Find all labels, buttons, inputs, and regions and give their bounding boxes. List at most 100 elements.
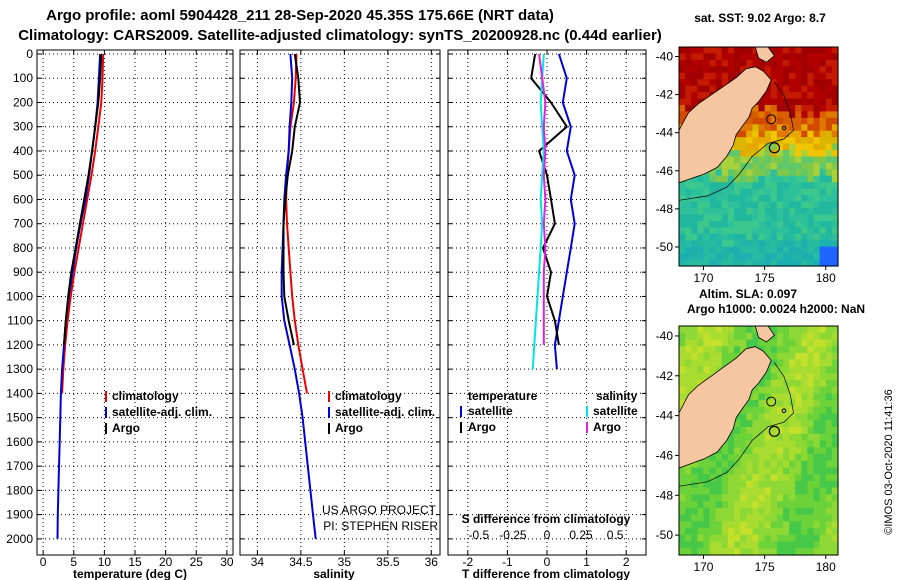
sla-map-cell [831, 433, 839, 442]
sla-map-cell [721, 514, 729, 522]
sst-map-cell [782, 259, 790, 267]
sla-map-cell [807, 346, 815, 354]
sla-map-cell [752, 460, 760, 469]
sla-map-cell [764, 433, 772, 442]
sla-map-cell [813, 379, 821, 388]
sla-map-cell [715, 460, 723, 469]
sst-map-cell [825, 195, 833, 203]
sst-map-cell [758, 188, 766, 196]
sla-map-cell [789, 420, 796, 428]
sla-map-cell [715, 447, 723, 455]
sla-map-cell [740, 346, 747, 354]
sst-map-cell [679, 66, 686, 74]
sla-map-cell [782, 453, 790, 462]
sst-map-cell [691, 220, 698, 228]
sst-map-cell [807, 150, 815, 158]
sst-map-cell [721, 240, 729, 248]
sla-map-cell [782, 474, 790, 482]
sla-map-cell [807, 447, 815, 455]
sst-map-cell [752, 188, 760, 196]
sst-map-cell [740, 253, 747, 261]
sla-map-cell [801, 339, 809, 347]
sla-map-cell [782, 460, 790, 469]
sla-map-cell [770, 373, 778, 381]
sst-map-cell [746, 175, 753, 183]
sst-map-cell [715, 233, 723, 241]
sst-map-cell [758, 195, 766, 203]
sst-map-cell [727, 246, 735, 254]
sla-map-cell [679, 386, 686, 394]
sst-map-cell [715, 53, 723, 61]
sst-map-cell [825, 220, 833, 228]
sst-map-cell [795, 137, 802, 145]
sla-map-cell [721, 467, 729, 475]
sla-map-cell [703, 548, 711, 556]
sla-map-cell [685, 339, 692, 347]
sst-map-cell [825, 246, 833, 254]
sla-map-cell [721, 501, 729, 509]
sst-map-cell [801, 214, 809, 222]
sla-map-cell [795, 507, 802, 516]
sla-map-cell [746, 326, 753, 334]
sst-map-cell [813, 246, 821, 254]
sst-map-cell [691, 240, 698, 248]
sst-map-ytick-label: -40 [656, 50, 674, 64]
sla-map-cell [789, 413, 796, 421]
sst-map-cell [709, 188, 717, 196]
sst-map-cell [727, 227, 735, 235]
sla-map-cell [801, 413, 809, 421]
sla-map-cell [831, 373, 839, 381]
sst-map-cell [709, 246, 717, 254]
sst-map-cell [703, 72, 711, 80]
sst-map-cell [715, 220, 723, 228]
sst-map-cell [746, 253, 753, 261]
sla-map-cell [697, 494, 705, 502]
sla-map-cell [727, 528, 735, 536]
sst-map-cell [758, 220, 766, 228]
sst-map-cell [685, 240, 692, 248]
sla-map-cell [740, 507, 747, 516]
sla-map-cell [764, 501, 772, 509]
sst-map-cell [825, 92, 833, 100]
sst-map-cell [776, 53, 784, 61]
sst-map-cell [789, 156, 796, 164]
sst-map-cell [740, 195, 747, 203]
sst-map-cell [807, 259, 815, 267]
sla-map-cell [789, 494, 796, 502]
sla-map-cell [813, 393, 821, 401]
sst-map-cell [782, 92, 790, 100]
sst-map-cell [679, 72, 686, 80]
sla-map-cell [679, 373, 686, 381]
sla-map-ytick-label: -48 [656, 488, 674, 502]
sla-map-cell [679, 359, 686, 368]
sla-map-cell [789, 359, 796, 368]
sst-map-cell [801, 124, 809, 132]
sla-map-cell [807, 352, 815, 361]
sla-map-cell [679, 474, 686, 482]
s-diff-xtick-label: -0.5 [469, 528, 490, 542]
sst-map-cell [831, 227, 839, 235]
sla-map-cell [782, 359, 790, 368]
sst-map-cell [776, 169, 784, 177]
sst-map-cell [789, 246, 796, 254]
sla-map-cell [758, 534, 766, 543]
sla-map-cell [691, 521, 698, 529]
sla-map-cell [782, 487, 790, 495]
sla-map-islet [781, 408, 787, 414]
salinity-xtick-label: 36 [425, 555, 439, 569]
sla-map-cell [819, 534, 827, 543]
sla-map-cell [685, 521, 692, 529]
sst-map-cell [776, 72, 784, 80]
sst-map-cell [697, 59, 705, 67]
sst-map-cell [801, 201, 809, 209]
sst-map-cell [813, 117, 821, 125]
sst-map-cell [782, 137, 790, 145]
sla-map-cell [734, 480, 741, 489]
sla-map-cell [782, 413, 790, 421]
sla-map-cell [819, 548, 827, 556]
sla-map-cell [825, 447, 833, 455]
sla-map-cell [721, 352, 729, 361]
sla-map-cell [831, 521, 839, 529]
sst-map-cell [715, 214, 723, 222]
sst-map-xtick-label: 170 [693, 271, 713, 285]
